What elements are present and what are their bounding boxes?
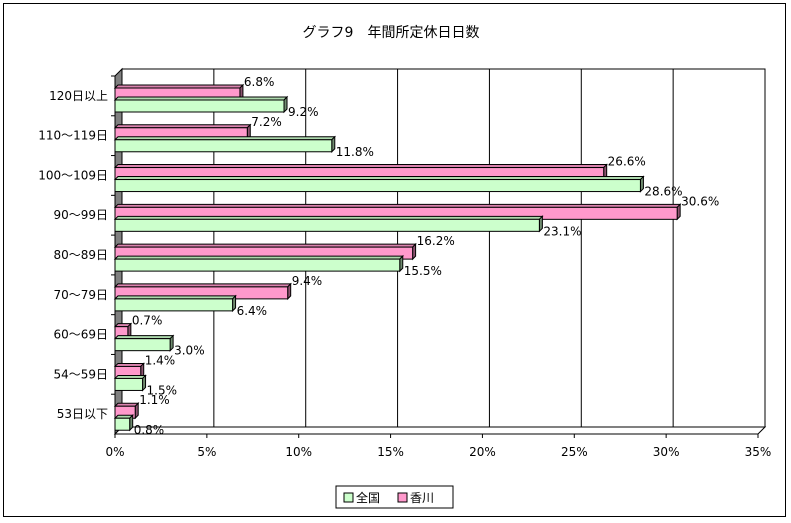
- y-tick-label: 54～59日: [53, 367, 108, 381]
- y-tick-label: 53日以下: [57, 407, 108, 421]
- bar-national: [113, 414, 134, 432]
- data-label: 9.2%: [288, 105, 319, 119]
- data-label: 6.8%: [244, 75, 275, 89]
- y-tick-label: 100～109日: [38, 168, 108, 182]
- bar-national: [113, 95, 289, 114]
- data-label: 7.2%: [251, 115, 282, 129]
- data-label: 28.6%: [644, 185, 682, 199]
- bar-chart: グラフ9 年間所定休日日数 0% 5% 10% 15% 20% 25% 30% 35% 120日…: [38, 25, 772, 509]
- bar-national: [113, 374, 147, 392]
- bar-national: [113, 135, 336, 153]
- data-label: 26.6%: [608, 155, 646, 169]
- legend-swatch: [343, 492, 354, 503]
- data-label: 1.4%: [145, 353, 176, 367]
- legend-box: [335, 485, 454, 509]
- data-label: 0.8%: [134, 423, 165, 437]
- x-tick-label: 20%: [469, 445, 496, 459]
- data-label: 3.0%: [174, 344, 205, 358]
- data-label: 1.1%: [139, 393, 170, 407]
- bar-national: [113, 175, 645, 193]
- y-tick-label: 120日以上: [49, 89, 108, 103]
- y-tick-label: 80～89日: [53, 248, 108, 262]
- floor: [113, 426, 767, 435]
- bar-kagawa: [113, 322, 133, 340]
- data-label: 6.4%: [237, 304, 268, 318]
- x-tick-label: 5%: [197, 445, 216, 459]
- data-label: 23.1%: [543, 224, 581, 238]
- legend-label: 香川: [410, 491, 434, 505]
- data-label: 15.5%: [404, 264, 442, 278]
- chart-title: グラフ9 年間所定休日日数: [303, 25, 480, 41]
- x-tick-label: 25%: [561, 445, 588, 459]
- y-tick-label: 60～69日: [53, 328, 108, 342]
- data-label: 11.8%: [336, 145, 374, 159]
- x-tick-label: 30%: [653, 445, 680, 459]
- x-tick-label: 15%: [377, 445, 404, 459]
- y-tick-label: 110～119日: [38, 129, 108, 143]
- legend-swatch: [397, 492, 408, 503]
- data-label: 1.5%: [147, 383, 178, 397]
- data-label: 9.4%: [292, 274, 323, 288]
- legend-label: 全国: [356, 490, 380, 505]
- data-label: 16.2%: [417, 234, 455, 248]
- chart-frame: グラフ9 年間所定休日日数 0% 5% 10% 15% 20% 25% 30% 35% 120日…: [3, 3, 786, 517]
- x-tick-label: 0%: [105, 445, 124, 459]
- data-label: 0.7%: [132, 314, 163, 328]
- legend: 全国 香川: [335, 485, 454, 509]
- bar-national: [113, 334, 175, 352]
- bar-national: [113, 215, 544, 233]
- data-label: 30.6%: [681, 194, 719, 208]
- y-tick-label: 90～99日: [53, 208, 108, 222]
- x-tick-label: 10%: [285, 445, 312, 459]
- y-tick-label: 70～79日: [53, 288, 108, 302]
- bar-national: [113, 294, 237, 313]
- x-tick-label: 35%: [745, 445, 772, 459]
- bar-national: [113, 254, 404, 273]
